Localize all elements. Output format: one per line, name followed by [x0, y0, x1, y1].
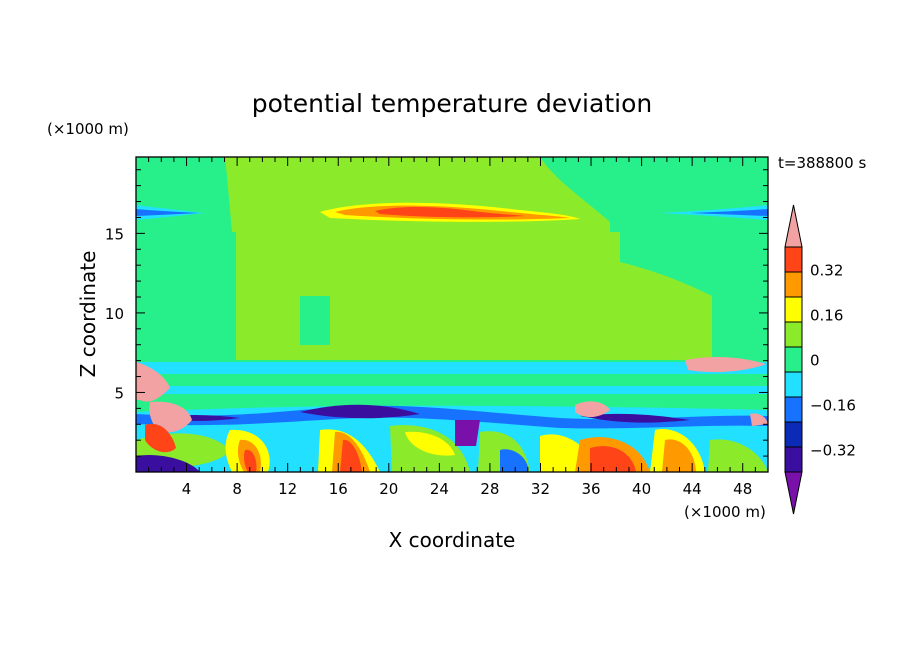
x-axis-label: X coordinate [389, 528, 516, 552]
y-tick-label: 5 [114, 384, 124, 402]
colorbar-band [784, 396, 803, 423]
y-unit-label: (×1000 m) [47, 120, 129, 138]
colorbar-band [784, 371, 803, 398]
colorbar-label: 0.16 [810, 307, 843, 325]
x-tick-label: 20 [379, 480, 398, 498]
x-tick-label: 16 [329, 480, 348, 498]
colorbar-band [784, 421, 803, 448]
colorbar-band [784, 296, 803, 323]
colorbar-bottom-extension [784, 471, 803, 515]
x-tick-label: 40 [632, 480, 651, 498]
x-tick-label: 36 [581, 480, 600, 498]
chart-title: potential temperature deviation [252, 89, 652, 118]
x-tick-label: 32 [531, 480, 550, 498]
y-tick-label: 15 [105, 225, 124, 243]
x-tick-label: 8 [232, 480, 242, 498]
x-tick-label: 24 [430, 480, 449, 498]
colorbar-label: −0.32 [810, 442, 856, 460]
x-tick-label: 28 [480, 480, 499, 498]
colorbar-band [784, 346, 803, 373]
x-tick-label: 4 [182, 480, 192, 498]
colorbar-band [784, 246, 803, 273]
y-axis-label: Z coordinate [76, 251, 100, 378]
x-unit-label: (×1000 m) [684, 503, 766, 521]
colorbar-top-extension [784, 204, 803, 248]
colorbar-band [784, 271, 803, 298]
colorbar-band [784, 446, 803, 473]
contour-field [136, 157, 768, 472]
time-label: t=388800 s [778, 154, 866, 172]
y-tick-label: 10 [105, 305, 124, 323]
colorbar-band [784, 321, 803, 348]
x-tick-label: 48 [733, 480, 752, 498]
colorbar: 0.32 0.16 0 −0.16 −0.32 [784, 204, 856, 515]
colorbar-label: −0.16 [810, 397, 856, 415]
x-tick-label: 44 [683, 480, 702, 498]
colorbar-label: 0.32 [810, 262, 843, 280]
colorbar-label: 0 [810, 352, 820, 370]
x-tick-label: 12 [278, 480, 297, 498]
